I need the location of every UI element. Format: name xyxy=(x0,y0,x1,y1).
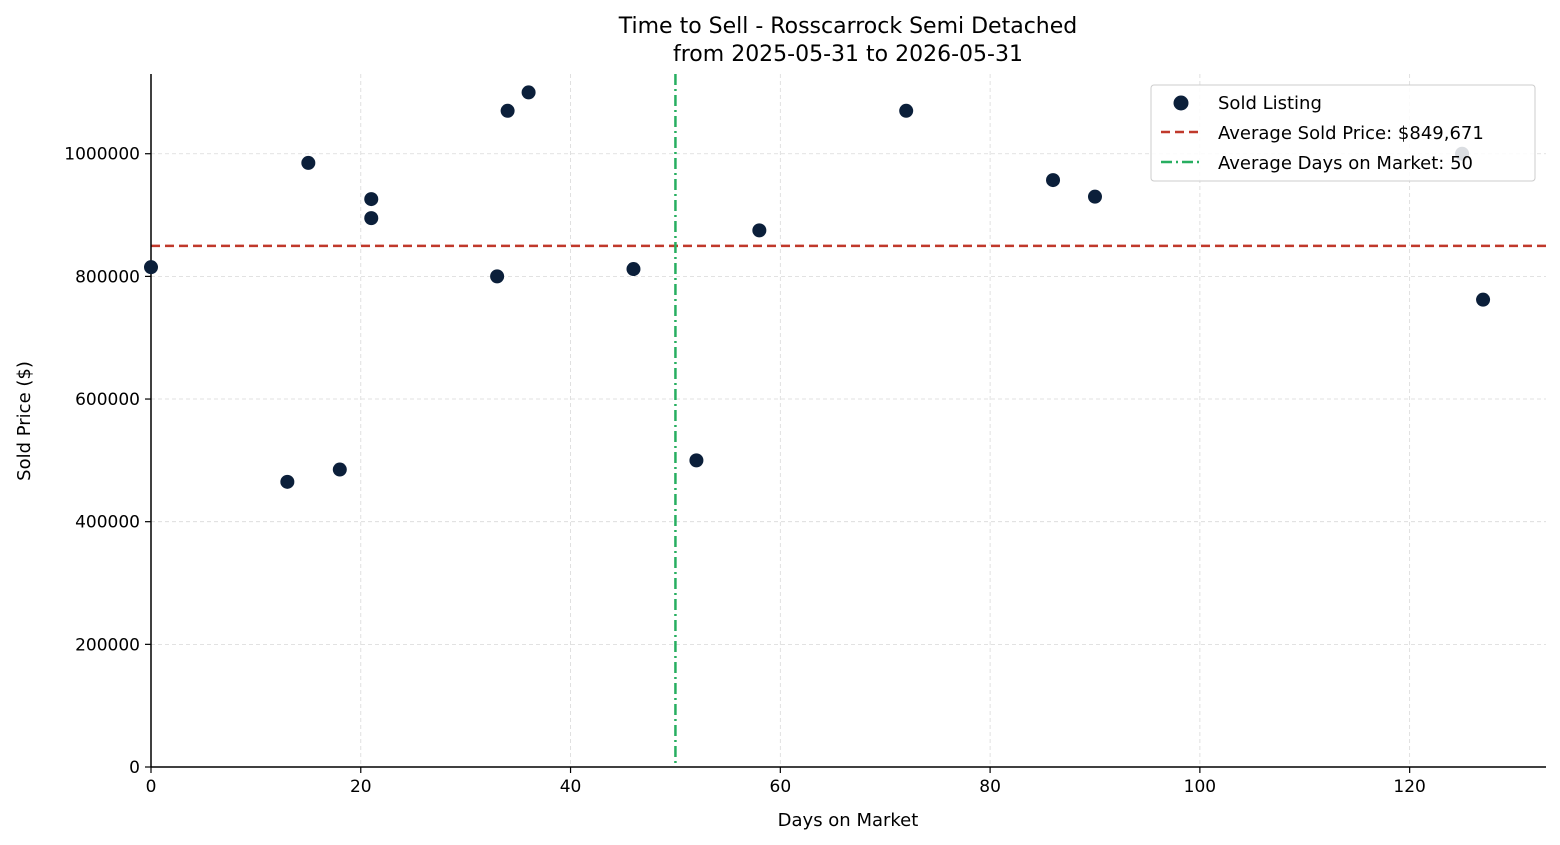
y-tick-label: 600000 xyxy=(75,390,140,410)
sold-listing-point xyxy=(689,453,704,468)
grid xyxy=(150,74,1546,768)
sold-listing-point xyxy=(899,103,914,118)
x-tick-label: 80 xyxy=(979,777,1001,797)
sold-listing-point xyxy=(1476,292,1491,307)
data-points xyxy=(144,85,1491,489)
x-tick-label: 60 xyxy=(770,777,792,797)
legend-label-average-days: Average Days on Market: 50 xyxy=(1218,153,1473,174)
x-tick-label: 100 xyxy=(1184,777,1216,797)
sold-listing-point xyxy=(280,474,295,489)
x-tick-label: 20 xyxy=(350,777,372,797)
legend-marker-sold-listing xyxy=(1173,95,1189,111)
sold-listing-point xyxy=(332,462,347,477)
y-tick-label: 400000 xyxy=(75,513,140,533)
chart-title: Time to Sell - Rosscarrock Semi Detached xyxy=(618,14,1078,39)
y-tick-label: 0 xyxy=(129,758,140,778)
sold-listing-point xyxy=(144,260,158,275)
x-tick-label: 120 xyxy=(1393,777,1425,797)
x-tick-label: 40 xyxy=(560,777,582,797)
sold-listing-point xyxy=(364,211,379,226)
sold-listing-point xyxy=(626,262,641,277)
sold-listing-point xyxy=(1087,189,1102,204)
sold-listing-point xyxy=(490,269,505,284)
y-tick-label: 800000 xyxy=(75,267,140,287)
sold-listing-point xyxy=(500,103,515,118)
legend-frame xyxy=(1150,84,1536,182)
legend-label-average-price: Average Sold Price: $849,671 xyxy=(1218,123,1484,144)
legend: Sold Listing Average Sold Price: $849,67… xyxy=(1150,84,1536,182)
x-axis-label: Days on Market xyxy=(778,810,919,831)
axes: 0 20 40 60 80 100 120 0 200000 400000 600000 800000… xyxy=(64,74,1546,797)
y-axis-label: Sold Price ($) xyxy=(14,361,35,481)
sold-listing-point xyxy=(521,85,536,100)
chart-subtitle: from 2025-05-31 to 2026-05-31 xyxy=(673,42,1023,67)
sold-listing-point xyxy=(364,192,379,207)
sold-listing-point xyxy=(301,155,316,170)
sold-listing-point xyxy=(752,223,767,238)
y-tick-label: 1000000 xyxy=(64,145,140,165)
y-tick-label: 200000 xyxy=(75,635,140,655)
x-tick-label: 0 xyxy=(146,777,157,797)
legend-label-sold-listing: Sold Listing xyxy=(1218,93,1322,114)
sold-listing-point xyxy=(1046,173,1061,188)
reference-lines xyxy=(151,74,1546,767)
